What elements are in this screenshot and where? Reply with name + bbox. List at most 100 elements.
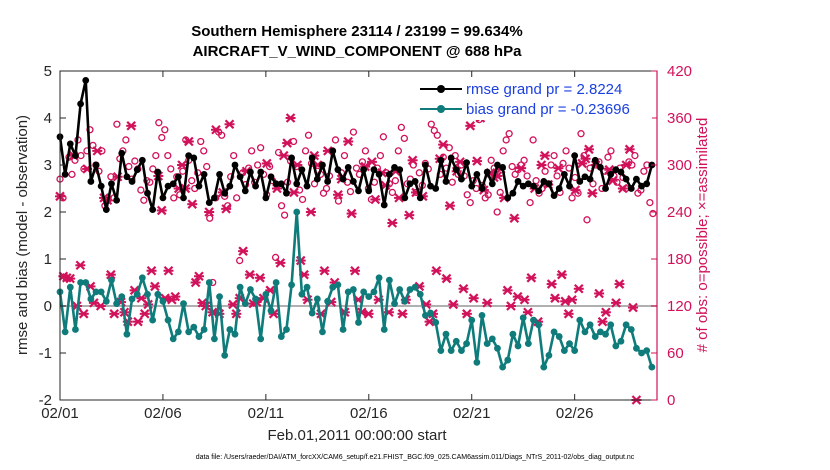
obs-possible-point: [331, 136, 340, 144]
obs-assimilated-point: [556, 269, 567, 280]
obs-assimilated-point: [204, 207, 215, 217]
obs-possible-point: [532, 177, 540, 185]
x-tick-label: 02/01: [41, 405, 79, 422]
bias-point: [174, 328, 182, 336]
obs-possible-point: [256, 144, 265, 152]
bias-point: [581, 328, 589, 336]
obs-possible-point: [550, 151, 558, 160]
obs-possible-point: [562, 147, 570, 155]
rmse-point: [128, 178, 136, 185]
obs-possible-point: [203, 162, 211, 171]
rmse-point: [555, 185, 563, 192]
bias-point: [195, 333, 203, 340]
bias-point: [406, 286, 414, 293]
obs-possible-point: [367, 195, 376, 204]
obs-possible-point: [149, 165, 157, 173]
y-right-axis-ticks: 0 60 120 180 240 300 360 420: [651, 63, 692, 409]
x-tick-label: 02/21: [453, 405, 491, 422]
bias-point: [247, 286, 254, 293]
obs-possible-point: [295, 186, 304, 194]
bias-point: [519, 314, 527, 322]
y-right-tick-label: 360: [667, 110, 692, 127]
rmse-point: [550, 192, 558, 199]
y-right-tick-label: 180: [667, 251, 692, 268]
bias-point: [205, 279, 213, 286]
obs-assimilated-point: [343, 136, 354, 147]
rmse-point: [303, 182, 311, 190]
obs-possible-point: [277, 202, 286, 210]
obs-assimilated-point: [594, 288, 605, 299]
rmse-point: [149, 206, 157, 214]
obs-assimilated-point: [187, 199, 198, 209]
obs-assimilated-point: [611, 298, 622, 308]
x-tick-label: 02/16: [350, 405, 388, 422]
obs-assimilated-point: [563, 309, 574, 319]
obs-possible-point: [188, 177, 196, 185]
obs-possible-point: [631, 151, 639, 160]
bias-point: [370, 288, 378, 296]
y-left-axis-label: rmse and bias (model - observation): [14, 115, 31, 355]
obs-possible-point: [427, 120, 435, 128]
rmse-point: [370, 166, 378, 174]
legend-rmse-marker: [437, 85, 445, 93]
bias-series: [56, 208, 656, 371]
rmse-point: [92, 161, 100, 169]
rmse-point: [339, 175, 347, 183]
bias-point: [308, 309, 316, 317]
y-left-tick-label: -1: [39, 345, 52, 362]
obs-assimilated-point: [285, 113, 296, 123]
bias-point: [576, 316, 584, 324]
obs-possible-point: [529, 136, 537, 144]
obs-possible-point: [391, 177, 400, 185]
bias-point: [555, 333, 563, 340]
bias-point: [545, 351, 553, 359]
obs-assimilated-point: [431, 265, 442, 276]
obs-possible-point: [541, 167, 549, 175]
bias-point: [365, 293, 373, 300]
chart-title: Southern Hemisphere 23114 / 23199 = 99.6…: [191, 23, 522, 40]
legend-rmse-label: rmse grand pr = 2.8224: [466, 81, 622, 98]
rmse-point: [380, 201, 388, 209]
obs-assimilated-point: [444, 200, 455, 211]
bias-point: [185, 328, 193, 336]
bias-point: [108, 276, 115, 284]
rmse-point: [612, 166, 620, 174]
obs-possible-point: [640, 167, 648, 175]
data-file-footnote: data file: /Users/raeder/DAI/ATM_forcXX/…: [196, 454, 635, 461]
rmse-point: [123, 173, 131, 181]
bias-point: [509, 330, 517, 338]
rmse-point: [169, 180, 177, 188]
bias-point: [391, 300, 398, 308]
bias-point: [571, 347, 579, 355]
obs-possible-point: [415, 169, 423, 177]
rmse-point: [586, 175, 594, 183]
obs-possible-point: [206, 214, 214, 222]
obs-possible-point: [230, 151, 238, 160]
bias-point: [262, 290, 270, 298]
rmse-point: [571, 152, 579, 160]
obs-possible-point: [122, 136, 130, 144]
obs-assimilated-point: [224, 119, 235, 130]
obs-assimilated-point: [468, 293, 479, 303]
rmse-point: [627, 185, 635, 192]
obs-assimilated-point: [109, 309, 120, 319]
bias-point: [87, 295, 95, 303]
bias-point: [380, 326, 388, 333]
bias-point: [607, 321, 615, 329]
bias-point: [313, 295, 321, 303]
bias-point: [566, 340, 573, 347]
bias-point: [133, 290, 141, 298]
obs-possible-point: [170, 194, 178, 202]
rmse-point: [118, 149, 126, 157]
rmse-point: [504, 194, 512, 202]
obs-possible-point: [349, 128, 358, 136]
obs-possible-point: [445, 144, 453, 152]
bias-point: [66, 283, 74, 291]
rmse-point: [442, 178, 450, 185]
obs-possible-point: [334, 197, 343, 205]
obs-assimilated-point: [597, 316, 608, 327]
obs-possible-point: [496, 188, 504, 197]
bias-point: [535, 321, 543, 329]
rmse-point: [488, 180, 496, 188]
rmse-point: [355, 187, 362, 195]
